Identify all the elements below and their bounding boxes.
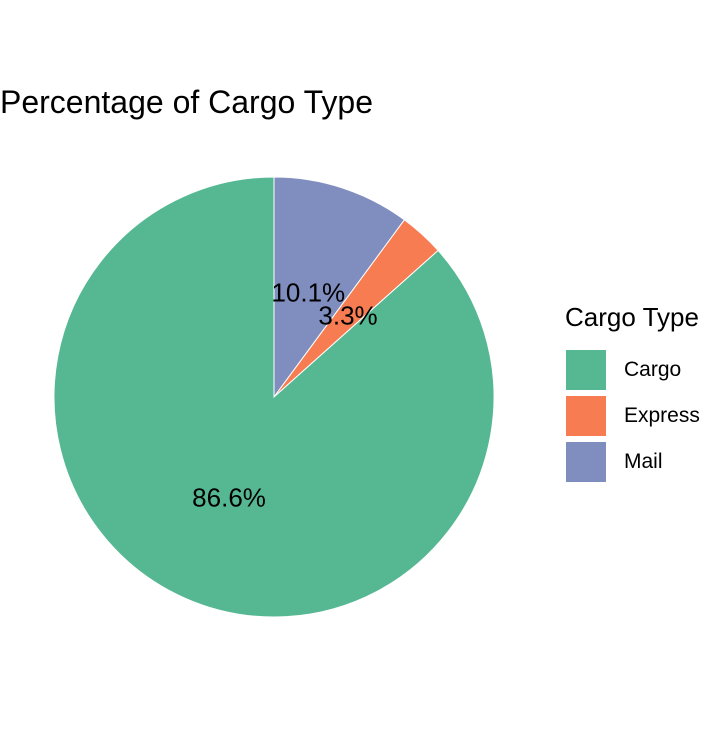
legend-swatch-express	[565, 395, 607, 437]
legend-item-cargo: Cargo	[565, 347, 700, 393]
legend-item-express: Express	[565, 393, 700, 439]
legend: Cargo Type Cargo Express Mail	[565, 302, 700, 485]
pie-slice-mail	[273, 176, 406, 399]
pie-labels: 10.1%3.3% 86.6%	[192, 277, 377, 512]
pie-slices	[53, 176, 495, 618]
pie-label-express: 3.3%	[318, 301, 377, 331]
legend-label-mail: Mail	[624, 450, 663, 473]
legend-label-express: Express	[624, 404, 700, 427]
legend-label-cargo: Cargo	[624, 358, 682, 381]
pie-label-cargo: 86.6%	[192, 482, 266, 512]
legend-swatch-mail	[565, 441, 607, 483]
pie-slice-cargo	[53, 176, 495, 618]
legend-title: Cargo Type	[565, 302, 699, 332]
legend-item-mail: Mail	[565, 439, 700, 485]
chart-title: Percentage of Cargo Type	[0, 84, 373, 120]
pie-label-mail: 10.1%	[271, 277, 345, 307]
legend-swatch-cargo	[565, 349, 607, 391]
